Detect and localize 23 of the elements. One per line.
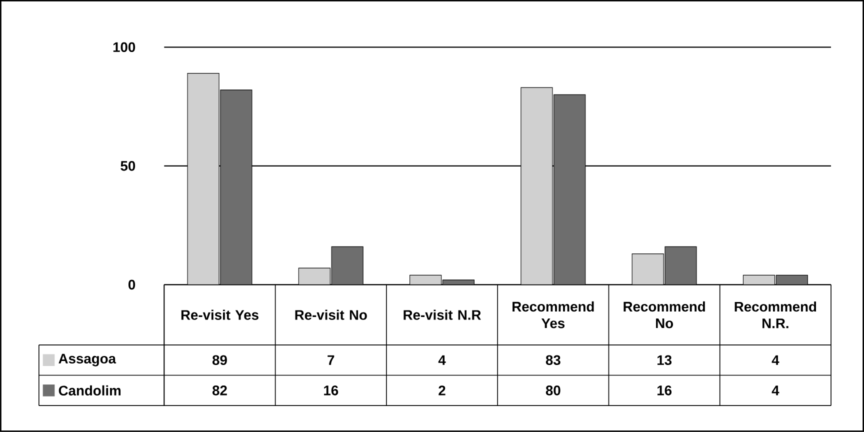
- data-label: 4: [772, 355, 780, 365]
- x-tick-label: Recommend N.R.: [734, 302, 816, 328]
- legend-label: Assagoa: [58, 354, 116, 366]
- y-tick-label: 50: [120, 161, 136, 171]
- data-label: 89: [212, 355, 227, 366]
- x-tick-label: Re-visit No: [295, 310, 367, 320]
- x-tick-label: Recommend Yes: [512, 301, 594, 328]
- data-label: 16: [324, 386, 338, 396]
- x-tick-label: Re-visit Yes: [181, 310, 258, 320]
- data-label: 80: [546, 386, 560, 396]
- data-label: 4: [438, 355, 446, 365]
- legend-label: Candolim: [58, 385, 121, 396]
- y-tick-label: 0: [128, 280, 136, 290]
- y-tick-label: 100: [113, 42, 136, 52]
- data-label: 16: [657, 386, 672, 396]
- data-label: 82: [212, 386, 227, 396]
- x-tick-label: Recommend No: [624, 301, 705, 328]
- data-label: 83: [546, 355, 560, 366]
- data-label: 4: [772, 386, 780, 396]
- x-tick-label: Re-visit N.R: [404, 310, 481, 320]
- data-label: 7: [328, 355, 334, 365]
- data-label: 13: [657, 355, 672, 366]
- data-label: 2: [438, 386, 446, 396]
